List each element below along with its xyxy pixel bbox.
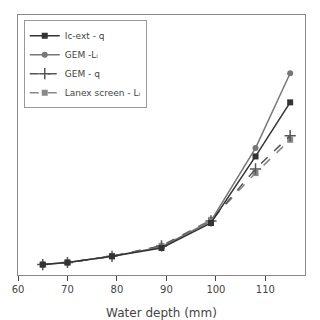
svg-text:Ic-ext - q: Ic-ext - q (65, 31, 105, 41)
svg-text:60: 60 (12, 284, 25, 295)
svg-text:110: 110 (256, 284, 275, 295)
svg-text:GEM - q: GEM - q (65, 69, 100, 79)
svg-text:80: 80 (111, 284, 124, 295)
svg-text:90: 90 (160, 284, 173, 295)
svg-text:GEM -Lᵢ: GEM -Lᵢ (65, 50, 99, 60)
svg-text:100: 100 (206, 284, 225, 295)
svg-text:Water depth (mm): Water depth (mm) (106, 306, 217, 320)
svg-text:70: 70 (61, 284, 74, 295)
svg-text:Lanex screen - Lᵢ: Lanex screen - Lᵢ (65, 88, 141, 98)
